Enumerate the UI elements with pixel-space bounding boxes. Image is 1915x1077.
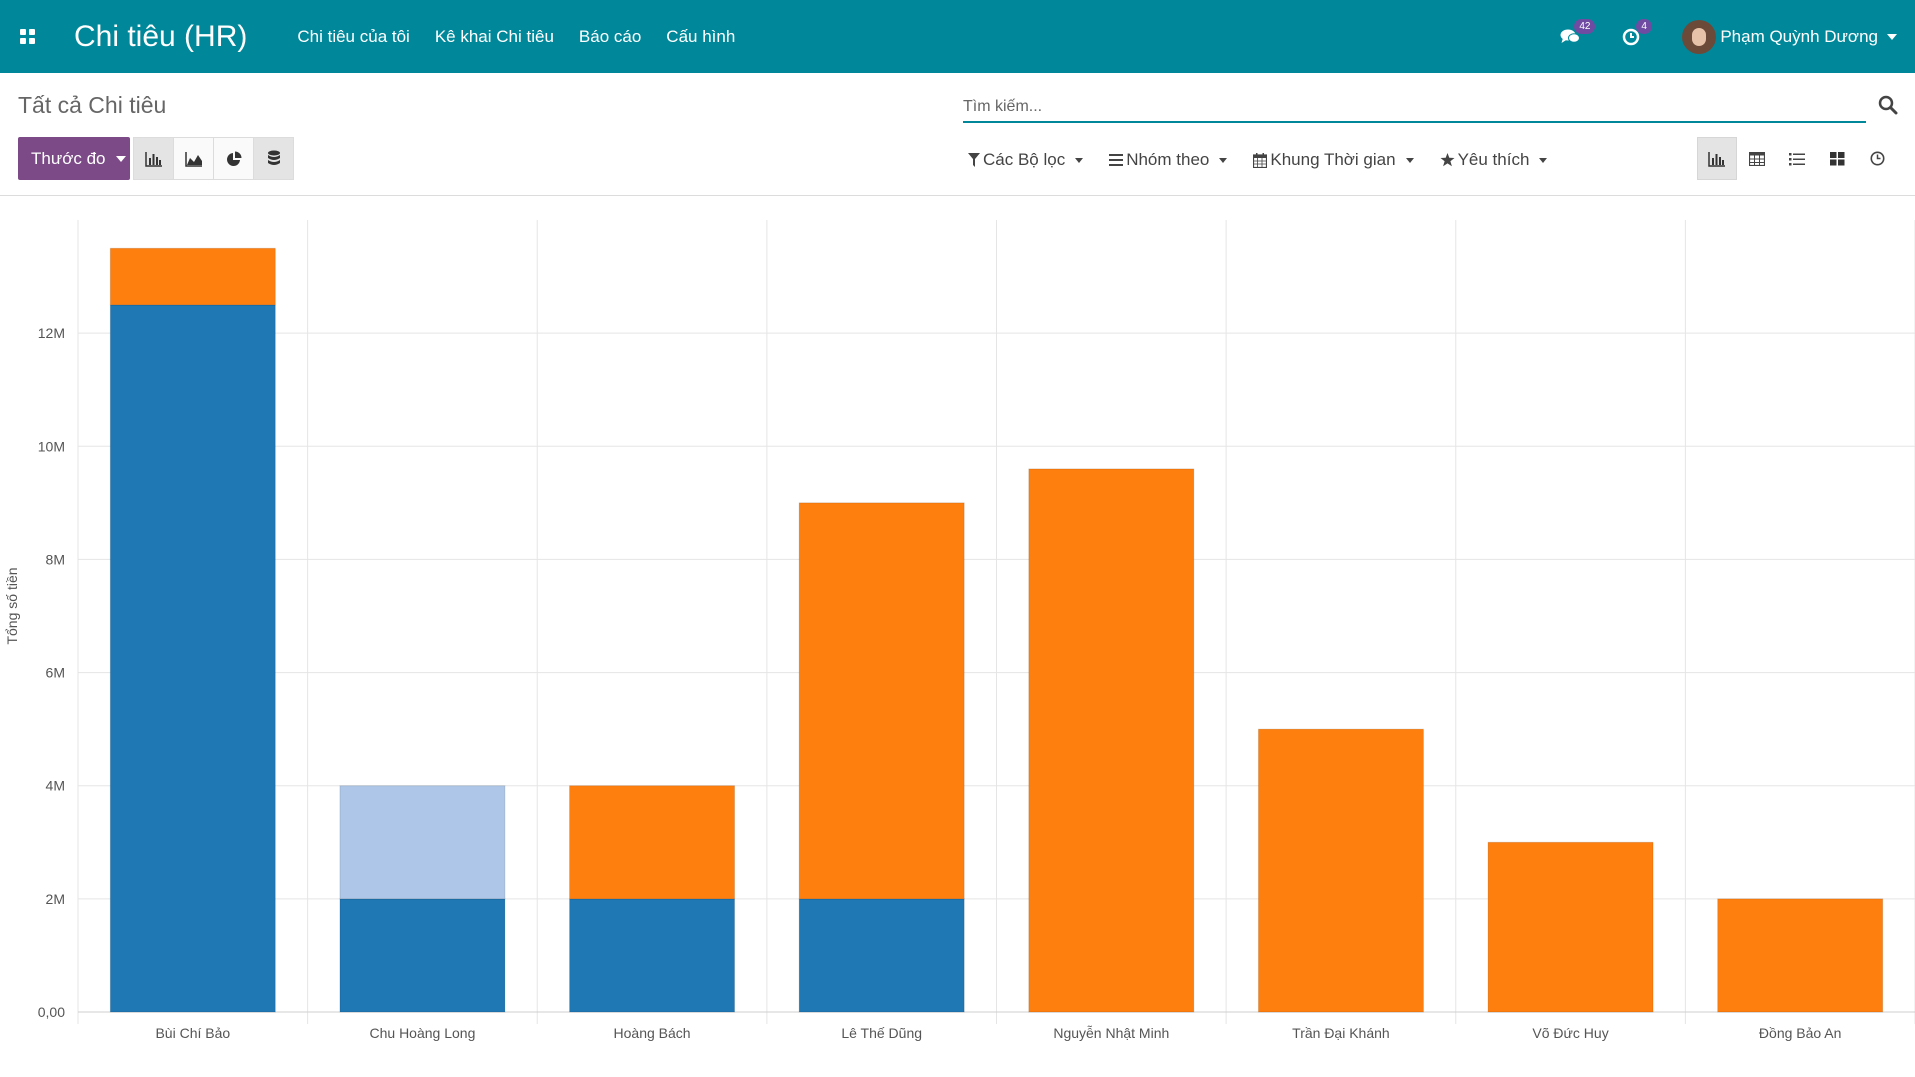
x-tick-label: Hoàng Bách xyxy=(614,1025,691,1041)
list-bars-icon xyxy=(1109,154,1124,166)
y-tick-label: 0,00 xyxy=(38,1004,65,1020)
activity-view-button[interactable] xyxy=(1857,137,1897,180)
caret-down-icon xyxy=(1405,157,1414,163)
list-view-button[interactable] xyxy=(1777,137,1817,180)
table-icon xyxy=(1749,151,1765,166)
grid-icon xyxy=(1829,151,1844,165)
breadcrumb: Tất cả Chi tiêu xyxy=(18,92,167,118)
bar-segment[interactable] xyxy=(798,502,965,900)
chart-type-toolbar xyxy=(133,137,294,180)
group-by-label: Nhóm theo xyxy=(1126,150,1210,169)
search-options: Các Bộ lọc Nhóm theo Khung Thời gian xyxy=(968,150,1573,170)
filters-label: Các Bộ lọc xyxy=(983,150,1066,169)
bar-segment[interactable] xyxy=(569,785,736,900)
caret-down-icon xyxy=(1539,157,1548,163)
x-tick-label: Nguyễn Nhật Minh xyxy=(1053,1025,1169,1041)
y-axis-title: Tổng số tiền xyxy=(4,567,20,644)
stacked-bar-chart: 0,00 2M 4M 6M 8M 10M 12M Bùi Chí Bảo Chu Hoàng L… xyxy=(4,220,1915,1041)
search-input[interactable] xyxy=(963,93,1823,121)
caret-down-icon xyxy=(115,155,126,162)
pie-chart-icon xyxy=(226,151,241,166)
activities-button[interactable]: 4 xyxy=(1622,18,1652,46)
bar-segment[interactable] xyxy=(109,247,276,306)
messages-count-badge: 42 xyxy=(1574,18,1596,34)
filter-icon xyxy=(968,153,980,167)
calendar-icon xyxy=(1253,152,1268,168)
control-panel: Tất cả Chi tiêu Thước đo xyxy=(0,73,1915,196)
group-by-dropdown[interactable]: Nhóm theo xyxy=(1109,150,1228,170)
y-tick-label: 8M xyxy=(46,551,65,567)
favorites-label: Yêu thích xyxy=(1457,150,1530,169)
clock-icon xyxy=(1870,151,1884,166)
x-tick-label: Lê Thế Dũng xyxy=(841,1025,922,1041)
menu-expense-reports[interactable]: Kê khai Chi tiêu xyxy=(434,26,554,46)
caret-down-icon xyxy=(1075,157,1084,163)
y-tick-label: 10M xyxy=(38,438,65,454)
x-tick-label: Võ Đức Huy xyxy=(1532,1025,1608,1041)
bar-segment[interactable] xyxy=(798,898,965,1013)
x-tick-label: Trần Đại Khánh xyxy=(1292,1025,1390,1041)
bar-segment[interactable] xyxy=(109,304,276,1013)
chat-icon xyxy=(1560,29,1581,43)
caret-down-icon xyxy=(1219,157,1228,163)
bar-segment[interactable] xyxy=(569,898,736,1013)
messages-button[interactable]: 42 xyxy=(1560,18,1596,46)
bar-segment[interactable] xyxy=(339,898,506,1013)
y-tick-label: 4M xyxy=(46,778,65,794)
user-name: Phạm Quỳnh Dương xyxy=(1720,26,1878,46)
list-icon xyxy=(1789,152,1805,165)
avatar xyxy=(1682,19,1717,54)
pie-chart-button[interactable] xyxy=(213,137,254,180)
x-tick-label: Bùi Chí Bảo xyxy=(155,1025,230,1041)
bar-segment[interactable] xyxy=(1717,898,1884,1013)
clock-icon xyxy=(1623,28,1640,45)
bar-chart-button[interactable] xyxy=(133,137,174,180)
timeframe-label: Khung Thời gian xyxy=(1270,150,1396,169)
x-tick-label: Chu Hoàng Long xyxy=(370,1025,476,1041)
filters-dropdown[interactable]: Các Bộ lọc xyxy=(968,150,1084,170)
bar-segment[interactable] xyxy=(1487,841,1654,1013)
app-title[interactable]: Chi tiêu (HR) xyxy=(74,19,248,53)
favorites-dropdown[interactable]: Yêu thích xyxy=(1440,150,1548,170)
database-icon xyxy=(267,150,280,165)
bar-segment[interactable] xyxy=(339,785,506,900)
bar-chart-icon xyxy=(1708,151,1725,167)
view-switcher xyxy=(1697,137,1897,180)
graph-view-button[interactable] xyxy=(1697,137,1737,180)
x-tick-label: Đồng Bảo An xyxy=(1759,1025,1842,1041)
graph-view: 0,00 2M 4M 6M 8M 10M 12M Bùi Chí Bảo Chu Hoàng L… xyxy=(0,197,1915,1077)
area-chart-icon xyxy=(184,151,202,167)
measures-label: Thước đo xyxy=(31,148,106,168)
kanban-view-button[interactable] xyxy=(1817,137,1857,180)
bar-segment[interactable] xyxy=(1028,468,1195,1013)
stacked-toggle-button[interactable] xyxy=(253,137,294,180)
user-menu[interactable]: Phạm Quỳnh Dương xyxy=(1682,19,1897,54)
activities-count-badge: 4 xyxy=(1636,18,1652,34)
apps-menu-icon[interactable] xyxy=(0,0,54,73)
search-bar xyxy=(963,93,1898,123)
bar-chart-icon xyxy=(144,151,162,167)
bar-segment[interactable] xyxy=(1257,728,1424,1013)
y-tick-label: 6M xyxy=(46,665,65,681)
menu-my-expenses[interactable]: Chi tiêu của tôi xyxy=(297,26,410,46)
pivot-view-button[interactable] xyxy=(1737,137,1777,180)
line-chart-button[interactable] xyxy=(173,137,214,180)
top-navbar: Chi tiêu (HR) Chi tiêu của tôi Kê khai C… xyxy=(0,0,1915,73)
menu-reporting[interactable]: Báo cáo xyxy=(578,26,642,46)
search-icon[interactable] xyxy=(1878,95,1898,120)
caret-down-icon xyxy=(1887,33,1897,40)
y-tick-label: 12M xyxy=(38,325,65,341)
y-tick-label: 2M xyxy=(46,891,65,907)
timeframe-dropdown[interactable]: Khung Thời gian xyxy=(1253,150,1414,170)
menu-configuration[interactable]: Cấu hình xyxy=(666,26,736,46)
star-icon xyxy=(1440,153,1455,167)
measures-dropdown-button[interactable]: Thước đo xyxy=(18,137,130,180)
